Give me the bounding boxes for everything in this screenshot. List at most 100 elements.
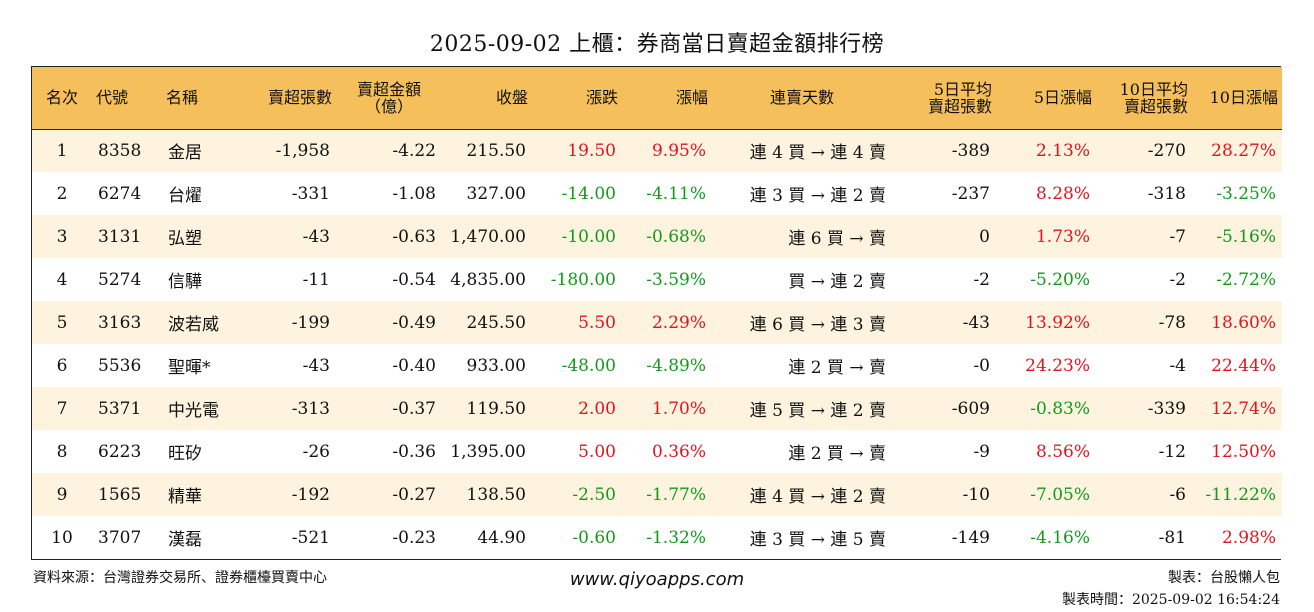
cell-close: 138.50 [466, 484, 526, 505]
cell-avg10: -318 [1147, 183, 1186, 204]
cell-streak: 連 3 買 → 連 5 賣 [749, 530, 886, 550]
cell-pct5: 24.23% [1025, 355, 1090, 376]
cell-pct5: 13.92% [1025, 312, 1090, 333]
cell-close: 119.50 [466, 398, 526, 419]
cell-avg10: -2 [1169, 269, 1186, 290]
website-link[interactable]: www.qiyoapps.com [569, 569, 745, 590]
cell-change: 19.50 [567, 140, 616, 161]
header-pct10: 10日漲幅 [1192, 67, 1282, 130]
cell-close: 933.00 [466, 355, 526, 376]
cell-avg5: -609 [951, 398, 990, 419]
cell-pct5: -0.83% [1030, 398, 1090, 419]
cell-net-sell-lots: -26 [302, 441, 330, 462]
cell-close: 44.90 [477, 527, 526, 548]
table-row: 6 5536 聖暉* -43 -0.40 933.00 -48.00 -4.89% 連 2 買 … [32, 344, 1282, 387]
footer-meta: 製表：台股懶人包 製表時間：2025-09-02 16:54:24 [1062, 567, 1280, 611]
cell-change-pct: -0.68% [646, 226, 706, 247]
header-avg5-line2: 賣超張數 [927, 96, 992, 116]
table-row: 10 3707 漢磊 -521 -0.23 44.90 -0.60 -1.32% 連 3 買 →… [32, 516, 1282, 559]
cell-pct5: 8.28% [1035, 183, 1090, 204]
cell-pct10: 12.50% [1211, 441, 1276, 462]
cell-avg5: -389 [951, 140, 990, 161]
cell-rank: 9 [56, 484, 68, 505]
cell-change: -0.60 [572, 527, 616, 548]
cell-code: 3131 [98, 226, 142, 247]
cell-change-pct: 0.36% [651, 441, 706, 462]
cell-pct10: -3.25% [1216, 183, 1276, 204]
table-row: 3 3131 弘塑 -43 -0.63 1,470.00 -10.00 -0.68% 連 6 買… [32, 215, 1282, 258]
cell-avg5: 0 [979, 226, 990, 247]
cell-rank: 2 [56, 183, 68, 204]
table-row: 2 6274 台燿 -331 -1.08 327.00 -14.00 -4.11% 連 3 買 … [32, 172, 1282, 215]
header-avg10: 10日平均 賣超張數 [1096, 67, 1192, 130]
cell-net-sell-amount: -4.22 [392, 140, 436, 161]
cell-avg10: -78 [1158, 312, 1186, 333]
cell-streak: 連 4 買 → 連 4 賣 [749, 143, 886, 164]
header-avg5-line1: 5日平均 [933, 79, 992, 99]
header-avg10-line2: 賣超張數 [1123, 96, 1188, 116]
table-row: 8 6223 旺矽 -26 -0.36 1,395.00 5.00 0.36% 連 2 買 → … [32, 430, 1282, 473]
cell-avg5: -43 [962, 312, 990, 333]
cell-pct5: 8.56% [1035, 441, 1090, 462]
cell-close: 4,835.00 [450, 269, 526, 290]
cell-avg5: -149 [951, 527, 990, 548]
cell-rank: 4 [56, 269, 68, 290]
cell-change: -180.00 [550, 269, 616, 290]
cell-name: 聖暉* [168, 358, 211, 378]
header-rank: 名次 [32, 67, 92, 130]
cell-name: 旺矽 [168, 444, 202, 464]
cell-code: 3707 [98, 527, 142, 548]
cell-name: 中光電 [168, 401, 219, 421]
cell-net-sell-amount: -0.36 [392, 441, 436, 462]
cell-code: 1565 [98, 484, 142, 505]
table-row: 7 5371 中光電 -313 -0.37 119.50 2.00 1.70% 連 5 買 → … [32, 387, 1282, 430]
cell-change-pct: -4.11% [646, 183, 706, 204]
cell-rank: 7 [56, 398, 68, 419]
cell-avg10: -7 [1169, 226, 1186, 247]
cell-net-sell-amount: -0.37 [392, 398, 436, 419]
cell-net-sell-lots: -1,958 [275, 140, 330, 161]
cell-close: 1,470.00 [450, 226, 526, 247]
cell-net-sell-amount: -0.54 [392, 269, 436, 290]
cell-change-pct: 2.29% [651, 312, 706, 333]
cell-net-sell-lots: -43 [302, 355, 330, 376]
table-row: 1 8358 金居 -1,958 -4.22 215.50 19.50 9.95% 連 4 買 … [32, 129, 1282, 172]
header-net-sell-lots: 賣超張數 [242, 67, 336, 130]
page-title: 2025-09-02 上櫃：券商當日賣超金額排行榜 [429, 32, 885, 57]
cell-net-sell-lots: -199 [291, 312, 330, 333]
cell-rank: 10 [51, 527, 73, 548]
cell-code: 5371 [98, 398, 142, 419]
cell-close: 215.50 [466, 140, 526, 161]
cell-name: 金居 [168, 143, 202, 164]
cell-net-sell-lots: -331 [291, 183, 330, 204]
cell-net-sell-lots: -11 [302, 269, 330, 290]
cell-change: 5.50 [578, 312, 616, 333]
cell-pct5: -7.05% [1030, 484, 1090, 505]
cell-streak: 連 3 買 → 連 2 賣 [749, 186, 886, 206]
cell-streak: 連 2 買 → 賣 [788, 358, 886, 378]
cell-avg10: -6 [1169, 484, 1186, 505]
cell-avg5: -2 [973, 269, 990, 290]
cell-change: 2.00 [578, 398, 616, 419]
cell-code: 3163 [98, 312, 142, 333]
cell-net-sell-amount: -0.23 [392, 527, 436, 548]
cell-streak: 連 2 買 → 賣 [788, 444, 886, 464]
cell-pct10: -11.22% [1205, 484, 1276, 505]
header-code: 代號 [92, 67, 162, 130]
cell-close: 245.50 [466, 312, 526, 333]
cell-avg10: -270 [1147, 140, 1186, 161]
cell-pct10: -5.16% [1216, 226, 1276, 247]
cell-avg10: -12 [1158, 441, 1186, 462]
cell-change: -2.50 [572, 484, 616, 505]
header-close: 收盤 [442, 67, 532, 130]
cell-code: 8358 [98, 140, 142, 161]
table-row: 5 3163 波若威 -199 -0.49 245.50 5.50 2.29% 連 6 買 → … [32, 301, 1282, 344]
cell-pct10: 22.44% [1211, 355, 1276, 376]
cell-net-sell-amount: -0.27 [392, 484, 436, 505]
cell-pct10: -2.72% [1216, 269, 1276, 290]
cell-change: -10.00 [561, 226, 616, 247]
cell-pct10: 2.98% [1221, 527, 1276, 548]
header-net-sell-amount: 賣超金額 （億） [336, 67, 442, 130]
cell-pct5: -4.16% [1030, 527, 1090, 548]
data-source: 資料來源：台灣證券交易所、證券櫃檯買賣中心 [33, 570, 327, 586]
